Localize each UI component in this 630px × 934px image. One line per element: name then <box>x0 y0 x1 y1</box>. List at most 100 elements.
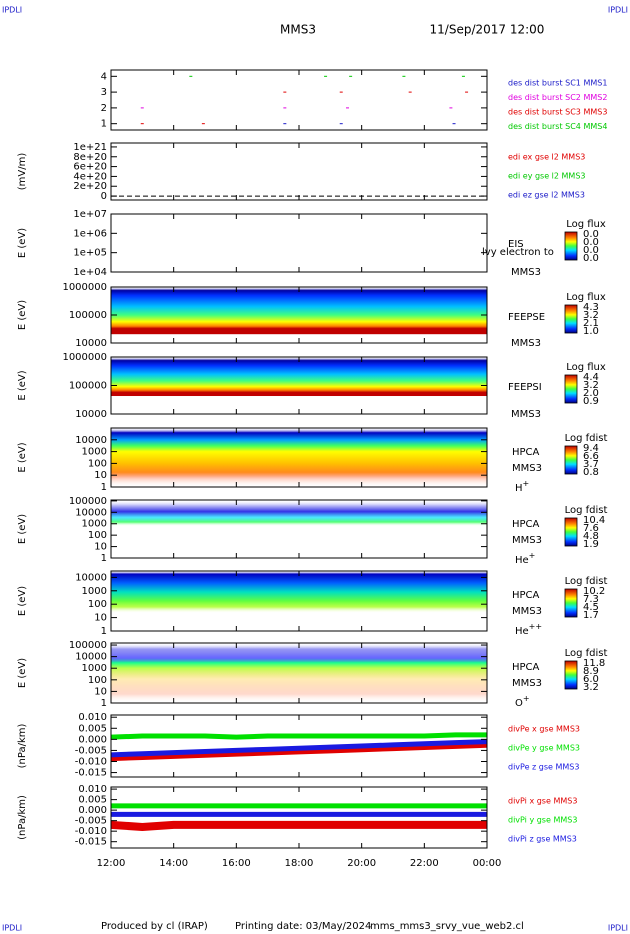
species-label: O <box>515 698 523 709</box>
colorbar-label: 10.4 <box>583 515 605 526</box>
y-tick-label: 1000 <box>82 663 107 674</box>
species-label: H <box>515 483 523 494</box>
corner-label: IPDLI <box>608 6 628 15</box>
y-tick-label: 1000 <box>82 519 107 530</box>
species-label: H+ <box>515 479 529 495</box>
colorbar-label: 4.3 <box>583 302 599 313</box>
spectrogram-image <box>111 571 487 631</box>
y-tick-label: 10000 <box>75 409 107 420</box>
colorbar-label: 3.2 <box>583 310 599 321</box>
colorbar-title: Log fdist <box>565 433 608 444</box>
y-tick-label: 8e+20 <box>73 152 107 163</box>
colorbar <box>564 588 578 618</box>
y-tick-label: 0.000 <box>78 805 107 816</box>
y-tick-label: 100000 <box>69 310 107 321</box>
y-tick-label: 10 <box>94 470 107 481</box>
y-tick-label: -0.015 <box>75 837 107 848</box>
y-tick-label: 1 <box>101 553 107 564</box>
data-line <box>110 739 488 758</box>
data-line <box>110 820 487 831</box>
colorbar-title: Log flux <box>566 362 606 373</box>
y-axis-label: (nPa/km) <box>17 724 28 769</box>
y-tick-label: 2e+20 <box>73 181 107 192</box>
spacecraft-label: MMS3 <box>512 678 542 689</box>
y-tick-label: 100 <box>88 530 107 541</box>
panel-frame <box>110 69 488 131</box>
colorbar-title: Log flux <box>566 292 606 303</box>
spectrogram-image <box>111 500 487 558</box>
charge-label: ++ <box>529 622 542 631</box>
date: 11/Sep/2017 12:00 <box>430 23 545 37</box>
y-tick-label: 10 <box>94 613 107 624</box>
y-tick-label: 1000 <box>82 447 107 458</box>
y-tick-label: 100000 <box>69 381 107 392</box>
y-tick-label: 100 <box>88 458 107 469</box>
footer-text: mms_mms3_srvy_vue_web2.cl <box>370 921 524 932</box>
y-tick-label: 0.005 <box>78 723 107 734</box>
colorbar-label: 0.0 <box>583 237 599 248</box>
y-tick-label: 0.005 <box>78 795 107 806</box>
y-tick-label: 0.000 <box>78 734 107 745</box>
x-tick-label: 18:00 <box>285 858 314 869</box>
panel-frame <box>110 786 488 849</box>
spacecraft-label: MMS3 <box>511 338 541 349</box>
y-tick-label: 10000 <box>75 338 107 349</box>
legend-label: des dist burst SC4 MMS4 <box>508 122 607 131</box>
y-tick-label: 100000 <box>69 496 107 507</box>
y-tick-label: 1e+07 <box>73 209 107 220</box>
colorbar-title: Log flux <box>566 219 606 230</box>
spacecraft-label: MMS3 <box>512 463 542 474</box>
legend-label: divPi y gse MMS3 <box>508 816 577 825</box>
x-tick-label: 12:00 <box>97 858 126 869</box>
species-label: He+ <box>515 551 535 567</box>
colorbar-label: 2.1 <box>583 318 599 329</box>
y-tick-label: -0.005 <box>75 816 107 827</box>
instrument-label: EIS <box>508 239 524 250</box>
y-axis-label: E (eV) <box>17 514 28 544</box>
species-label: He++ <box>515 622 542 638</box>
colorbar-label: 0.0 <box>583 229 599 240</box>
y-tick-label: 6e+20 <box>73 162 107 173</box>
colorbar-label: 2.0 <box>583 388 599 399</box>
legend-label: des dist burst SC3 MMS3 <box>508 108 607 117</box>
y-tick-label: 1000000 <box>62 352 107 363</box>
legend-label: edi ex gse l2 MMS3 <box>508 153 585 162</box>
y-tick-label: 0.010 <box>78 712 107 723</box>
colorbar-label: 3.2 <box>583 380 599 391</box>
y-tick-label: -0.005 <box>75 745 107 756</box>
y-tick-label: 3 <box>101 87 107 98</box>
title: MMS3 <box>280 23 316 37</box>
y-tick-label: -0.015 <box>75 768 107 779</box>
colorbar-title: Log fdist <box>565 505 608 516</box>
colorbar <box>564 517 578 547</box>
x-tick-label: 20:00 <box>347 858 376 869</box>
colorbar-label: 4.8 <box>583 531 599 542</box>
x-tick-label: 16:00 <box>222 858 251 869</box>
x-tick-label: 14:00 <box>159 858 188 869</box>
colorbar-label: 0.0 <box>583 253 599 264</box>
y-tick-label: 1e+05 <box>73 248 107 259</box>
y-tick-label: 1 <box>101 482 107 493</box>
y-axis-label: E (eV) <box>17 370 28 400</box>
corner-label: IPDLI <box>608 924 628 933</box>
y-tick-label: 1 <box>101 698 107 709</box>
charge-label: + <box>523 479 530 488</box>
colorbar-label: 1.9 <box>583 539 599 550</box>
legend-label: edi ez gse l2 MMS3 <box>508 191 585 200</box>
colorbar-label: 3.2 <box>583 682 599 693</box>
colorbar-label: 0.8 <box>583 467 599 478</box>
legend-label: divPe y gse MMS3 <box>508 744 580 753</box>
colorbar-label: 4.5 <box>583 602 599 613</box>
colorbar-label: 7.3 <box>583 594 599 605</box>
colorbar-label: 0.0 <box>583 245 599 256</box>
y-tick-label: 10 <box>94 686 107 697</box>
y-tick-label: 1e+06 <box>73 228 107 239</box>
y-tick-label: 1000000 <box>62 282 107 293</box>
y-tick-label: 1000 <box>82 586 107 597</box>
y-axis-label: (nPa/km) <box>17 795 28 840</box>
legend-label: divPi z gse MMS3 <box>508 835 577 844</box>
y-axis-label: E (eV) <box>17 658 28 688</box>
colorbar-label: 3.7 <box>583 459 599 470</box>
corner-label: IPDLI <box>2 6 22 15</box>
x-tick-label: 00:00 <box>473 858 502 869</box>
